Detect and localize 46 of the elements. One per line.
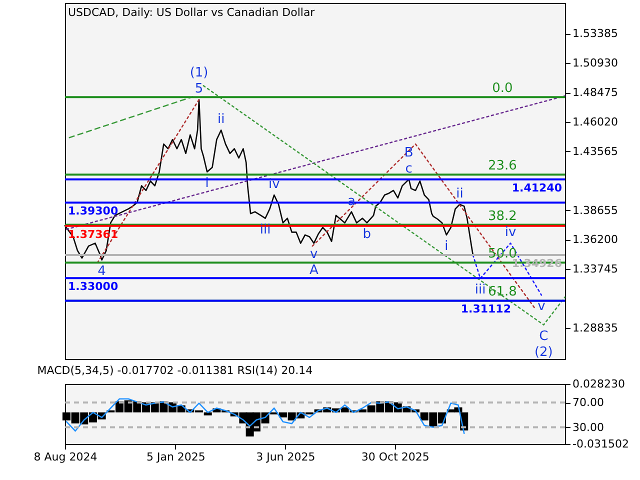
y-tick-label: 1.36200 [572,233,618,246]
x-tick-label: 30 Oct 2025 [361,450,430,464]
y2-tick-label: 30.00 [572,420,604,434]
ref-line-label: 1.33000 [68,280,118,294]
annotation: 38.2 [488,208,517,224]
ref-line-label: 1.39300 [68,204,118,218]
y-tick-label: 0.028230 [572,378,625,390]
x-tick-label: 3 Jun 2025 [256,450,316,464]
y-tick-label: 1.38655 [572,204,618,217]
annotation: 0.0 [492,81,513,96]
annotation: iv [268,177,280,192]
annotation: i [444,238,448,254]
annotation: b [362,226,372,242]
annotation: 4 [98,264,106,279]
x-tick-label: 5 Jan 2025 [146,450,206,464]
y-tick-label: 1.28835 [572,322,618,335]
chart-title: MACD(5,34,5) -0.017702 -0.011381 RSI(14) 20.14 [37,364,313,377]
annotation: 5 [194,82,204,97]
annotation: i [205,176,209,191]
annotation: (1) [190,66,208,81]
annotation: ii [456,186,464,202]
y-tick-label: 1.48475 [572,86,618,100]
annotation: B [404,145,414,160]
annotation: iv [504,225,516,240]
chart-title: USDCAD, Daily: US Dollar vs Canadian Dollar [68,6,316,19]
annotation: v [538,299,546,314]
annotation: iii [474,282,486,298]
annotation: v [310,247,318,262]
y-tick-label: 1.43565 [572,144,618,158]
y-tick-label: 1.33745 [572,262,618,276]
y2-tick-label: 70.00 [572,396,604,410]
annotation: 23.6 [488,158,517,174]
annotation: ii [217,112,225,128]
y-tick-label: 1.46020 [572,116,618,129]
ref-line-label: 1.31112 [460,302,511,316]
annotation: 61.8 [488,284,517,300]
annotation: c [405,161,412,176]
annotation: A [309,263,318,278]
y-tick-label: 1.53385 [572,27,618,40]
y-tick-label: -0.031502 [572,438,629,450]
ref-line-label: 1.41240 [512,181,562,194]
annotation: iii [260,222,271,238]
y-tick-label: 1.50930 [572,56,618,70]
annotation: C [539,328,548,344]
annotation: (2) [534,344,553,360]
x-tick-label: 8 Aug 2024 [34,450,98,464]
